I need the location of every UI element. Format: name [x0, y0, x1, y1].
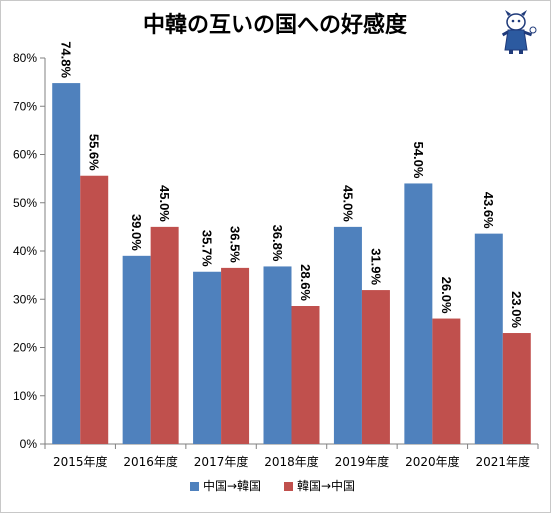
bar — [404, 183, 433, 444]
bar — [221, 267, 250, 444]
y-tick-label: 70% — [13, 99, 37, 113]
data-label: 54.0% — [411, 142, 426, 179]
y-tick-label: 10% — [13, 389, 37, 403]
legend: 中国→韓国 韓国→中国 — [190, 478, 355, 493]
data-label: 45.0% — [157, 185, 172, 222]
chart-title: 中韓の互いの国への好感度 — [143, 12, 408, 38]
data-label: 31.9% — [368, 248, 383, 285]
data-label: 36.8% — [270, 225, 285, 262]
bar — [263, 266, 292, 444]
data-label: 35.7% — [200, 230, 215, 267]
bar — [432, 318, 461, 444]
data-label: 28.6% — [298, 264, 313, 301]
plot-area: 0% 10% 20% 30% 40% 50% 60% 70% 80% 74.8% 55.6% 2015… — [13, 41, 539, 469]
legend-label: 韓国→中国 — [297, 478, 355, 493]
data-label: 55.6% — [87, 134, 102, 171]
x-category-label: 2019年度 — [335, 454, 390, 469]
data-label: 36.5% — [228, 226, 243, 263]
y-tick-label: 80% — [13, 51, 37, 65]
y-tick-label: 40% — [13, 244, 37, 258]
x-category-label: 2021年度 — [476, 454, 531, 469]
bar — [52, 83, 81, 444]
legend-swatch — [284, 482, 293, 491]
data-label: 23.0% — [509, 291, 524, 328]
mascot-icon — [501, 10, 537, 54]
bar — [502, 333, 531, 444]
bar — [333, 226, 362, 444]
y-tick-label: 30% — [13, 292, 37, 306]
data-label: 39.0% — [129, 214, 144, 251]
data-label: 45.0% — [340, 185, 355, 222]
data-label: 74.8% — [59, 41, 74, 78]
legend-swatch — [190, 482, 199, 491]
data-label: 43.6% — [481, 192, 496, 229]
y-tick-label: 20% — [13, 341, 37, 355]
x-category-label: 2015年度 — [53, 454, 108, 469]
y-tick-label: 50% — [13, 196, 37, 210]
legend-label: 中国→韓国 — [203, 478, 261, 493]
data-label: 26.0% — [439, 277, 454, 314]
x-category-label: 2017年度 — [194, 454, 249, 469]
bar — [291, 306, 320, 444]
bar — [80, 175, 109, 445]
x-category-label: 2018年度 — [264, 454, 319, 469]
y-tick-label: 0% — [20, 437, 38, 451]
bar — [474, 233, 503, 444]
y-tick-label: 60% — [13, 148, 37, 162]
bar — [193, 271, 222, 444]
bar — [361, 290, 390, 444]
bar — [150, 226, 179, 444]
x-category-label: 2016年度 — [123, 454, 178, 469]
bar — [122, 255, 151, 444]
x-category-label: 2020年度 — [405, 454, 460, 469]
